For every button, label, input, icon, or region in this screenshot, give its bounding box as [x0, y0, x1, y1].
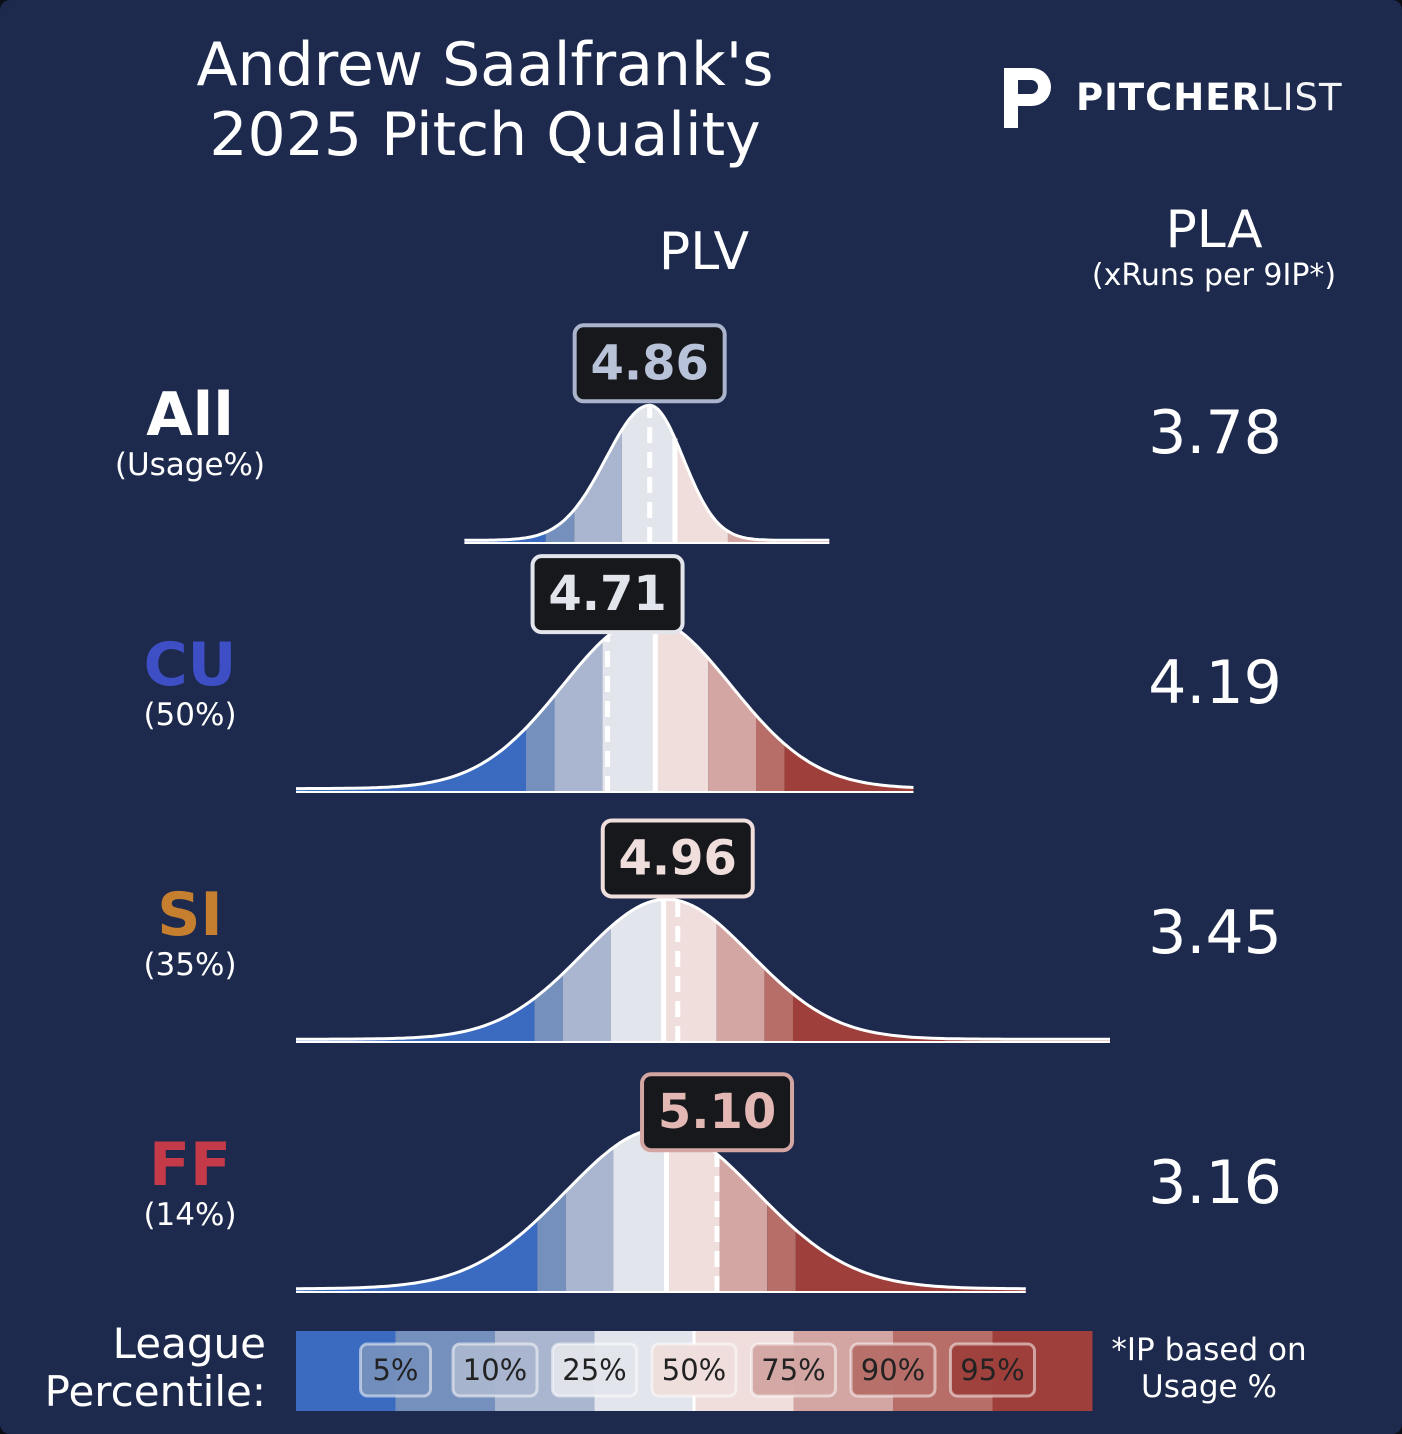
percentile-band-fill — [708, 618, 757, 792]
plv-column-header: PLV — [658, 222, 750, 282]
plv-badge — [530, 554, 685, 635]
percentile-band-fill — [610, 899, 664, 1042]
percentile-band-fill — [296, 618, 526, 792]
percentile-band-fill — [764, 899, 793, 1042]
plv-value-label: 5.10 — [658, 1084, 776, 1140]
legend-percentile-chip — [551, 1342, 638, 1398]
pitch-type-label: All — [146, 380, 234, 450]
chart-title: Andrew Saalfrank's 2025 Pitch Quality — [135, 30, 835, 170]
pla-column-subheader: (xRuns per 9IP*) — [1091, 258, 1337, 293]
pitch-type-label: FF — [149, 1130, 231, 1200]
percentile-band-fill — [565, 1128, 614, 1292]
legend-title-line-2: Percentile: — [44, 1367, 266, 1416]
pla-value-si: 3.45 — [1148, 898, 1282, 968]
legend-title: League Percentile: — [30, 1320, 266, 1416]
footnote-line-2: Usage % — [1141, 1369, 1277, 1405]
distribution-outline — [296, 897, 1110, 1041]
usage-label: (50%) — [143, 697, 237, 733]
legend-percentile-label: 5% — [372, 1353, 418, 1387]
pitch-type-label: CU — [143, 630, 237, 700]
plv-badge — [640, 1072, 795, 1153]
row-label-cu: CU (50%) — [40, 634, 340, 734]
legend-percentile-label: 10% — [463, 1353, 527, 1387]
percentile-band-fill — [727, 405, 776, 543]
percentile-band-fill — [756, 618, 785, 792]
distribution-row-all: 4.86 — [464, 323, 830, 544]
usage-label: (14%) — [143, 1197, 237, 1233]
pla-value-cu: 4.19 — [1148, 648, 1282, 718]
legend-percentile-label: 75% — [761, 1353, 825, 1387]
legend-percentile-chip — [359, 1342, 432, 1398]
row-label-ff: FF (14%) — [40, 1134, 340, 1234]
percentile-band-fill — [795, 1128, 1026, 1292]
percentile-legend: 5% 10% 25% 50% 75% 90% 95% — [296, 1331, 1093, 1411]
distribution-row-ff: 5.10 — [296, 1072, 1026, 1293]
pla-value-ff: 3.16 — [1148, 1148, 1282, 1218]
plv-value-label: 4.96 — [619, 830, 737, 886]
logo-bold-text: PITCHER — [1076, 76, 1262, 119]
row-label-si: SI (35%) — [40, 884, 340, 984]
percentile-band-fill — [602, 618, 656, 792]
legend-percentile-chip — [949, 1342, 1036, 1398]
logo-wordmark: PITCHERLIST — [1076, 76, 1343, 119]
pla-column-header: PLA — [1165, 200, 1263, 260]
percentile-band-fill — [534, 899, 563, 1042]
usage-label: (Usage%) — [114, 447, 266, 483]
title-line-2: 2025 Pitch Quality — [209, 100, 761, 170]
percentile-band-fill — [666, 1128, 720, 1292]
percentile-band-fill — [792, 899, 1110, 1042]
usage-label: (35%) — [143, 947, 237, 983]
legend-percentile-chip — [451, 1342, 539, 1398]
percentile-band-fill — [804, 405, 830, 543]
plv-badge — [600, 818, 755, 899]
distribution-outline — [296, 617, 914, 791]
legend-title-line-1: League — [112, 1319, 266, 1368]
footnote-line-1: *IP based on — [1111, 1332, 1307, 1368]
ip-footnote: *IP based on Usage % — [1104, 1332, 1314, 1406]
pitch-type-label: SI — [157, 880, 223, 950]
percentile-band-fill — [296, 1128, 538, 1292]
percentile-band-fill — [545, 405, 575, 543]
percentile-band-fill — [296, 899, 535, 1042]
percentile-band-fill — [562, 899, 611, 1042]
plv-value-label: 4.71 — [548, 566, 666, 622]
percentile-band-fill — [663, 899, 717, 1042]
plv-badge — [572, 323, 727, 404]
pitcherlist-logo: PITCHERLIST — [998, 62, 1358, 132]
legend-percentile-chip — [650, 1342, 738, 1398]
percentile-band-fill — [464, 405, 546, 543]
distribution-outline — [464, 403, 830, 542]
percentile-band-fill — [775, 405, 805, 543]
legend-percentile-label: 50% — [662, 1353, 726, 1387]
logo-thin-text: LIST — [1261, 76, 1343, 119]
percentile-band-fill — [784, 618, 914, 792]
distribution-row-si: 4.96 — [296, 818, 1110, 1043]
distribution-row-cu: 4.71 — [296, 554, 914, 793]
pitcherlist-p-icon — [1004, 68, 1051, 128]
legend-percentile-chip — [750, 1342, 837, 1398]
row-label-all: All (Usage%) — [40, 384, 340, 484]
percentile-band-fill — [613, 1128, 667, 1292]
legend-percentile-label: 95% — [960, 1353, 1024, 1387]
plv-value-label: 4.86 — [590, 335, 708, 391]
legend-percentile-label: 90% — [861, 1353, 925, 1387]
pla-value-all: 3.78 — [1148, 398, 1282, 468]
legend-percentile-chip — [849, 1342, 937, 1398]
title-line-1: Andrew Saalfrank's — [196, 30, 774, 100]
legend-percentile-label: 25% — [562, 1353, 626, 1387]
